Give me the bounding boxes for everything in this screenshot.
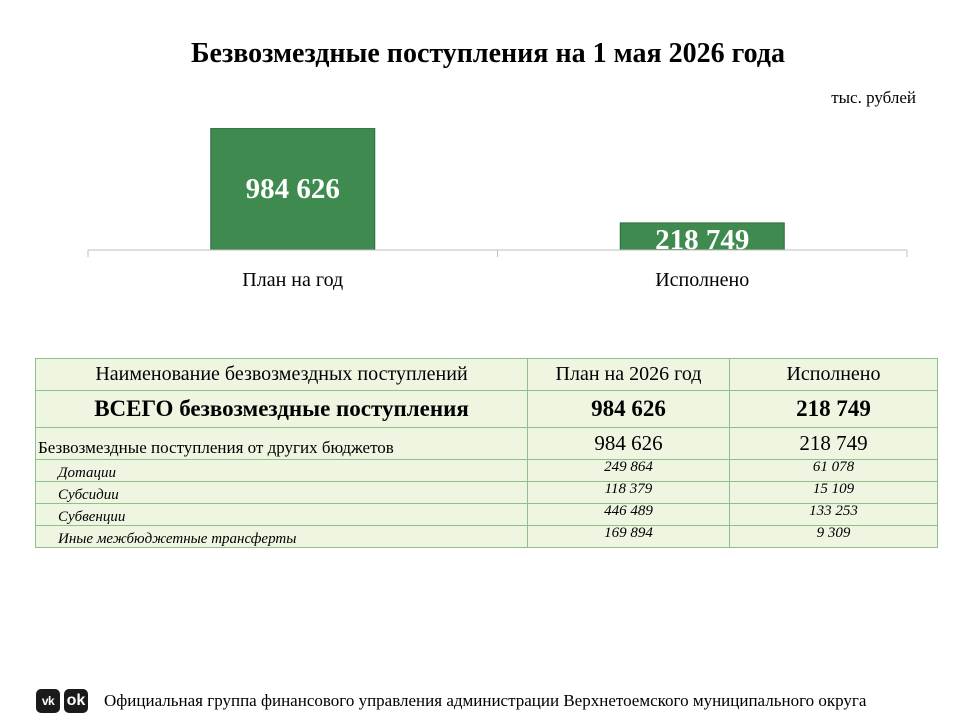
- item-plan: 169 894: [527, 525, 730, 548]
- units-label: тыс. рублей: [831, 88, 916, 107]
- category-label: Исполнено: [655, 269, 749, 291]
- item-name: Субсидии: [35, 481, 528, 504]
- item-done: 15 109: [729, 481, 938, 504]
- bar-value-label: 218 749: [655, 224, 749, 256]
- item-done: 61 078: [729, 459, 938, 482]
- item-name: Иные межбюджетные трансферты: [35, 525, 528, 548]
- total-name: ВСЕГО безвозмездные поступления: [35, 390, 528, 428]
- table-row: Иные межбюджетные трансферты 169 894 9 3…: [35, 525, 938, 548]
- subtotal-name: Безвозмездные поступления от других бюдж…: [35, 427, 528, 460]
- subtotal-done: 218 749: [729, 427, 938, 460]
- table-row-total: ВСЕГО безвозмездные поступления 984 626 …: [35, 390, 938, 428]
- item-done: 9 309: [729, 525, 938, 548]
- footer: vk ok Официальная группа финансового упр…: [36, 688, 866, 714]
- bar-plan: [210, 128, 376, 250]
- table-row: Субсидии 118 379 15 109: [35, 481, 938, 504]
- chart-title: Безвозмездные поступления на 1 мая 2026 …: [191, 38, 785, 69]
- receipts-table: Наименование безвозмездных поступлений П…: [35, 358, 938, 548]
- item-plan: 118 379: [527, 481, 730, 504]
- total-plan: 984 626: [527, 390, 730, 428]
- bar-chart: 984 626 218 749 План на год Исполнено: [87, 128, 908, 291]
- item-plan: 249 864: [527, 459, 730, 482]
- item-done: 133 253: [729, 503, 938, 526]
- header-plan: План на 2026 год: [527, 358, 730, 391]
- footer-text: Официальная группа финансового управлени…: [104, 691, 867, 710]
- item-name: Дотации: [35, 459, 528, 482]
- item-name: Субвенции: [35, 503, 528, 526]
- table-row: Дотации 249 864 61 078: [35, 459, 938, 482]
- table-header-row: Наименование безвозмездных поступлений П…: [35, 358, 938, 391]
- bar-value-label: 984 626: [246, 173, 340, 205]
- vk-icon[interactable]: vk: [36, 689, 60, 713]
- header-done: Исполнено: [729, 358, 938, 391]
- table-row: Субвенции 446 489 133 253: [35, 503, 938, 526]
- total-done: 218 749: [729, 390, 938, 428]
- subtotal-plan: 984 626: [527, 427, 730, 460]
- ok-icon[interactable]: ok: [64, 689, 88, 713]
- header-name: Наименование безвозмездных поступлений: [35, 358, 528, 391]
- category-label: План на год: [242, 269, 343, 291]
- item-plan: 446 489: [527, 503, 730, 526]
- table-row-subtotal: Безвозмездные поступления от других бюдж…: [35, 427, 938, 460]
